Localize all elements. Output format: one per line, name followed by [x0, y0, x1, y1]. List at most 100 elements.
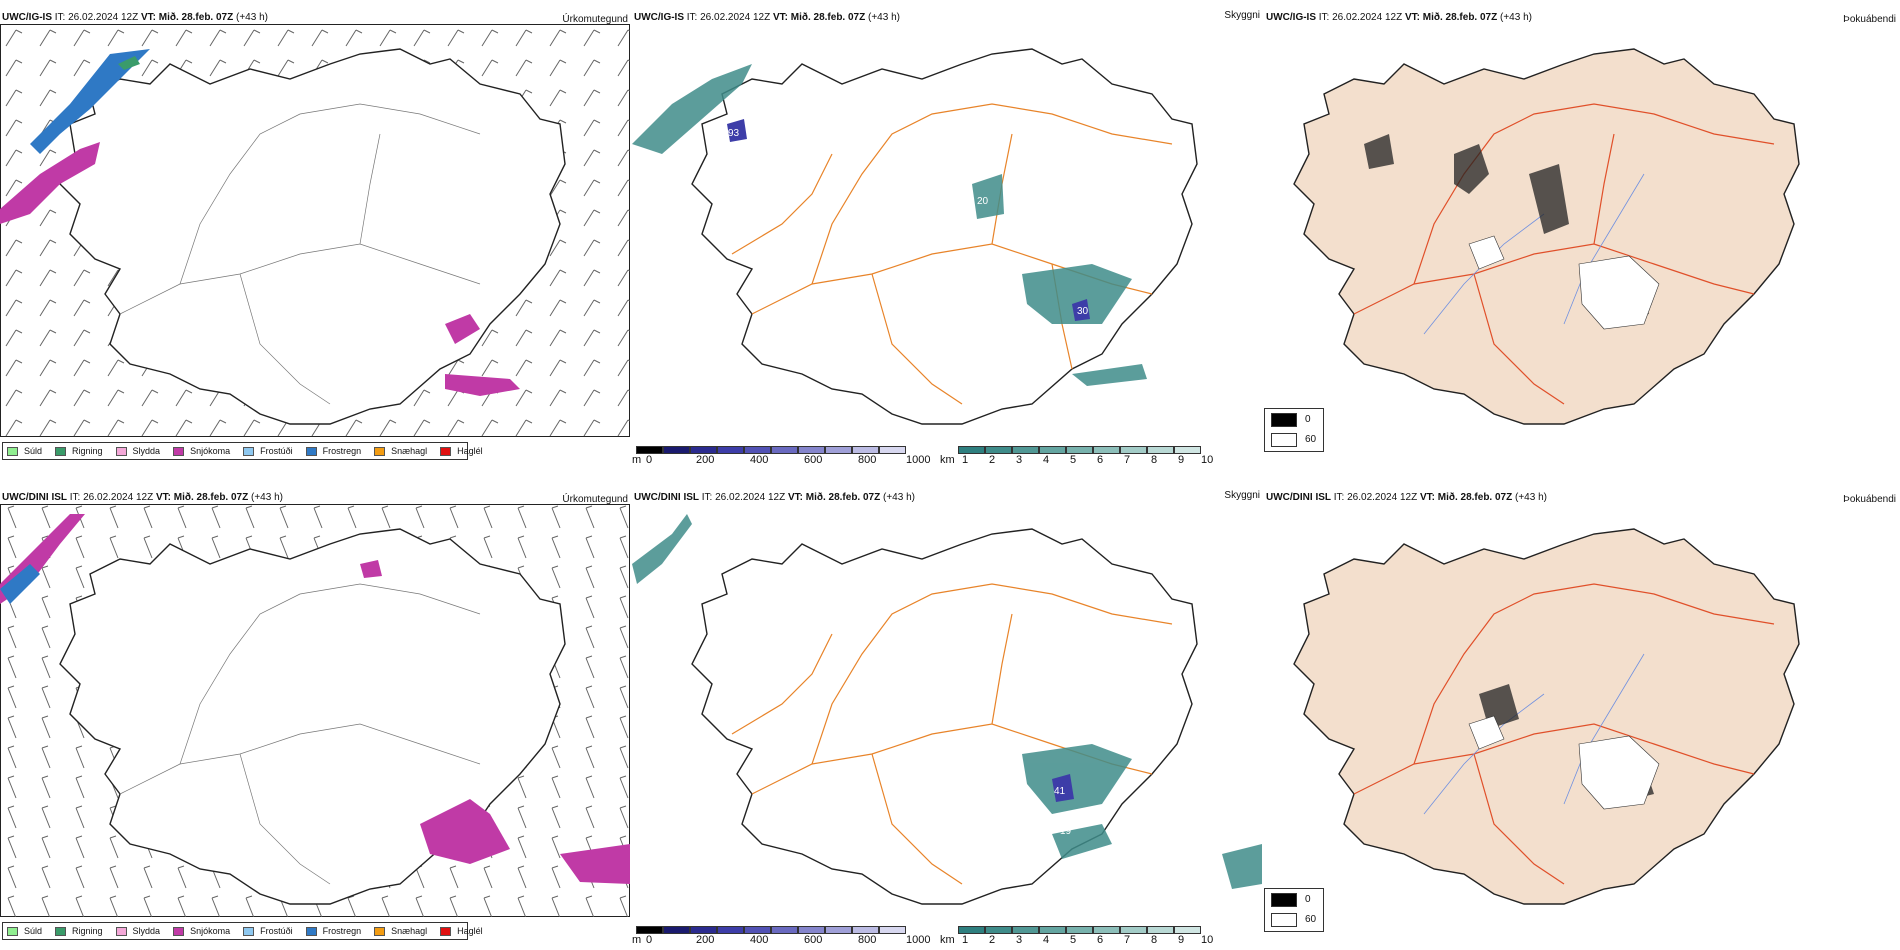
panel-title: Skyggni [1224, 490, 1260, 501]
legend-swatch [7, 446, 18, 456]
iceland-fog-map [1293, 48, 1800, 425]
tick-label: 1000 [906, 454, 931, 466]
panel-header: UWC/IG-IS IT: 26.02.2024 12Z VT: Mið. 28… [634, 12, 900, 23]
colorbar-cell [771, 926, 798, 934]
colorbar-cell [663, 446, 690, 454]
legend-swatch [173, 446, 185, 456]
tick-label: 2 [989, 454, 996, 466]
legend-item: Frostregn [305, 926, 361, 936]
colorbar-cell [852, 926, 879, 934]
legend-item: Rigning [55, 446, 103, 456]
legend-item: Súld [7, 926, 42, 936]
freezing-rain-areas [0, 564, 40, 604]
valid-time: Mið. 28.feb. 07Z [805, 492, 881, 503]
legend-swatch [173, 926, 185, 936]
tick-label: 10 [1201, 934, 1214, 946]
map-labels: 41 19 [1054, 786, 1072, 837]
colorbar-cell [879, 446, 906, 454]
colorbar-cell [1012, 446, 1039, 454]
precip-type-legend: Súld Rigning Slydda Snjókoma Frostúði Fr… [2, 442, 483, 460]
iceland-outline [1293, 528, 1800, 905]
tick-label: 800 [858, 934, 877, 946]
legend-item: Rigning [55, 926, 103, 936]
panel-title: Skyggni [1224, 10, 1260, 21]
init-time: 26.02.2024 12Z [1332, 12, 1403, 23]
colorbar-cell [771, 446, 798, 454]
colorbar-cell [636, 926, 663, 934]
freezing-rain-areas [30, 49, 150, 154]
panel-title: Þokuábendi [1843, 14, 1896, 25]
colorbar-cell [1039, 446, 1066, 454]
tick-label: 0 [646, 454, 653, 466]
map-label: 93 [728, 128, 740, 139]
colorbar-cell [825, 926, 852, 934]
valid-time: Mið. 28.feb. 07Z [1437, 492, 1513, 503]
glaciers [1468, 715, 1660, 810]
colorbar-cell [958, 926, 985, 934]
tick-label: 8 [1151, 934, 1158, 946]
panel-title: Úrkomutegund [562, 14, 628, 25]
legend-item: Frostúði [243, 446, 293, 456]
colorbar-cell [1174, 446, 1201, 454]
tick-label: 1000 [906, 934, 931, 946]
legend-swatch [374, 926, 386, 936]
colorbar-cell [798, 446, 825, 454]
legend-swatch [243, 446, 255, 456]
init-time: 26.02.2024 12Z [83, 492, 154, 503]
colorbar-cell [825, 446, 852, 454]
colorbar-cell [744, 446, 771, 454]
colorbar-cell [1039, 926, 1066, 934]
valid-time: Mið. 28.feb. 07Z [790, 12, 866, 23]
legend-swatch [305, 926, 317, 936]
map-label: 19 [1060, 826, 1072, 837]
snow-areas [0, 142, 520, 396]
tick-label: 0 [646, 934, 653, 946]
tick-label: 9 [1178, 454, 1185, 466]
panel-header: UWC/IG-IS IT: 26.02.2024 12Z VT: Mið. 28… [1266, 12, 1532, 23]
scale-unit: km [940, 454, 955, 466]
legend-swatch [55, 446, 67, 456]
map-label: 30 [1077, 306, 1089, 317]
legend-swatch [55, 926, 67, 936]
iceland-visibility-map: 41 19 [632, 514, 1262, 905]
lead-time: (+43 h) [236, 12, 268, 23]
colorbar-cell [636, 446, 663, 454]
tick-label: 5 [1070, 454, 1077, 466]
colorbar-cell [1093, 446, 1120, 454]
fog-panel-row1: UWC/IG-IS IT: 26.02.2024 12Z VT: Mið. 28… [1264, 10, 1896, 465]
panel-header: UWC/DINI ISL IT: 26.02.2024 12Z VT: Mið.… [1266, 492, 1547, 503]
roads [1353, 103, 1775, 405]
tick-label: 10 [1201, 454, 1214, 466]
legend-swatch [7, 926, 18, 936]
colorbar-cell [852, 446, 879, 454]
legend-item: Haglél [440, 926, 483, 936]
colorbar-cell [744, 926, 771, 934]
map-label: 41 [1054, 786, 1066, 797]
legend-swatch [440, 446, 452, 456]
lead-time: (+43 h) [1515, 492, 1547, 503]
snow-areas [0, 514, 630, 884]
tick-label: 200 [696, 934, 715, 946]
legend-item: Súld [7, 446, 42, 456]
init-time: 26.02.2024 12Z [700, 12, 771, 23]
panel-header: UWC/IG-IS IT: 26.02.2024 12Z VT: Mið. 28… [2, 12, 268, 23]
legend-item: Frostúði [243, 926, 293, 936]
tick-label: 1 [962, 934, 969, 946]
panel-header: UWC/DINI ISL IT: 26.02.2024 12Z VT: Mið.… [634, 492, 915, 503]
legend-item: Snæhagl [374, 926, 427, 936]
model-name: UWC/IG-IS [1266, 12, 1316, 23]
init-time: 26.02.2024 12Z [1347, 492, 1418, 503]
legend-swatch [440, 926, 452, 936]
fog-scale-label: 60 [1305, 914, 1317, 925]
tick-label: 4 [1043, 454, 1050, 466]
visibility-panel-row2: UWC/DINI ISL IT: 26.02.2024 12Z VT: Mið.… [632, 490, 1264, 946]
tick-label: 600 [804, 934, 823, 946]
fog-scale-label: 60 [1305, 434, 1317, 445]
legend-swatch [115, 446, 127, 456]
iceland-outline [691, 528, 1198, 905]
lead-time: (+43 h) [251, 492, 283, 503]
roads [119, 583, 481, 885]
model-name: UWC/DINI ISL [634, 492, 699, 503]
colorbar-cell [663, 926, 690, 934]
legend-swatch [305, 446, 317, 456]
